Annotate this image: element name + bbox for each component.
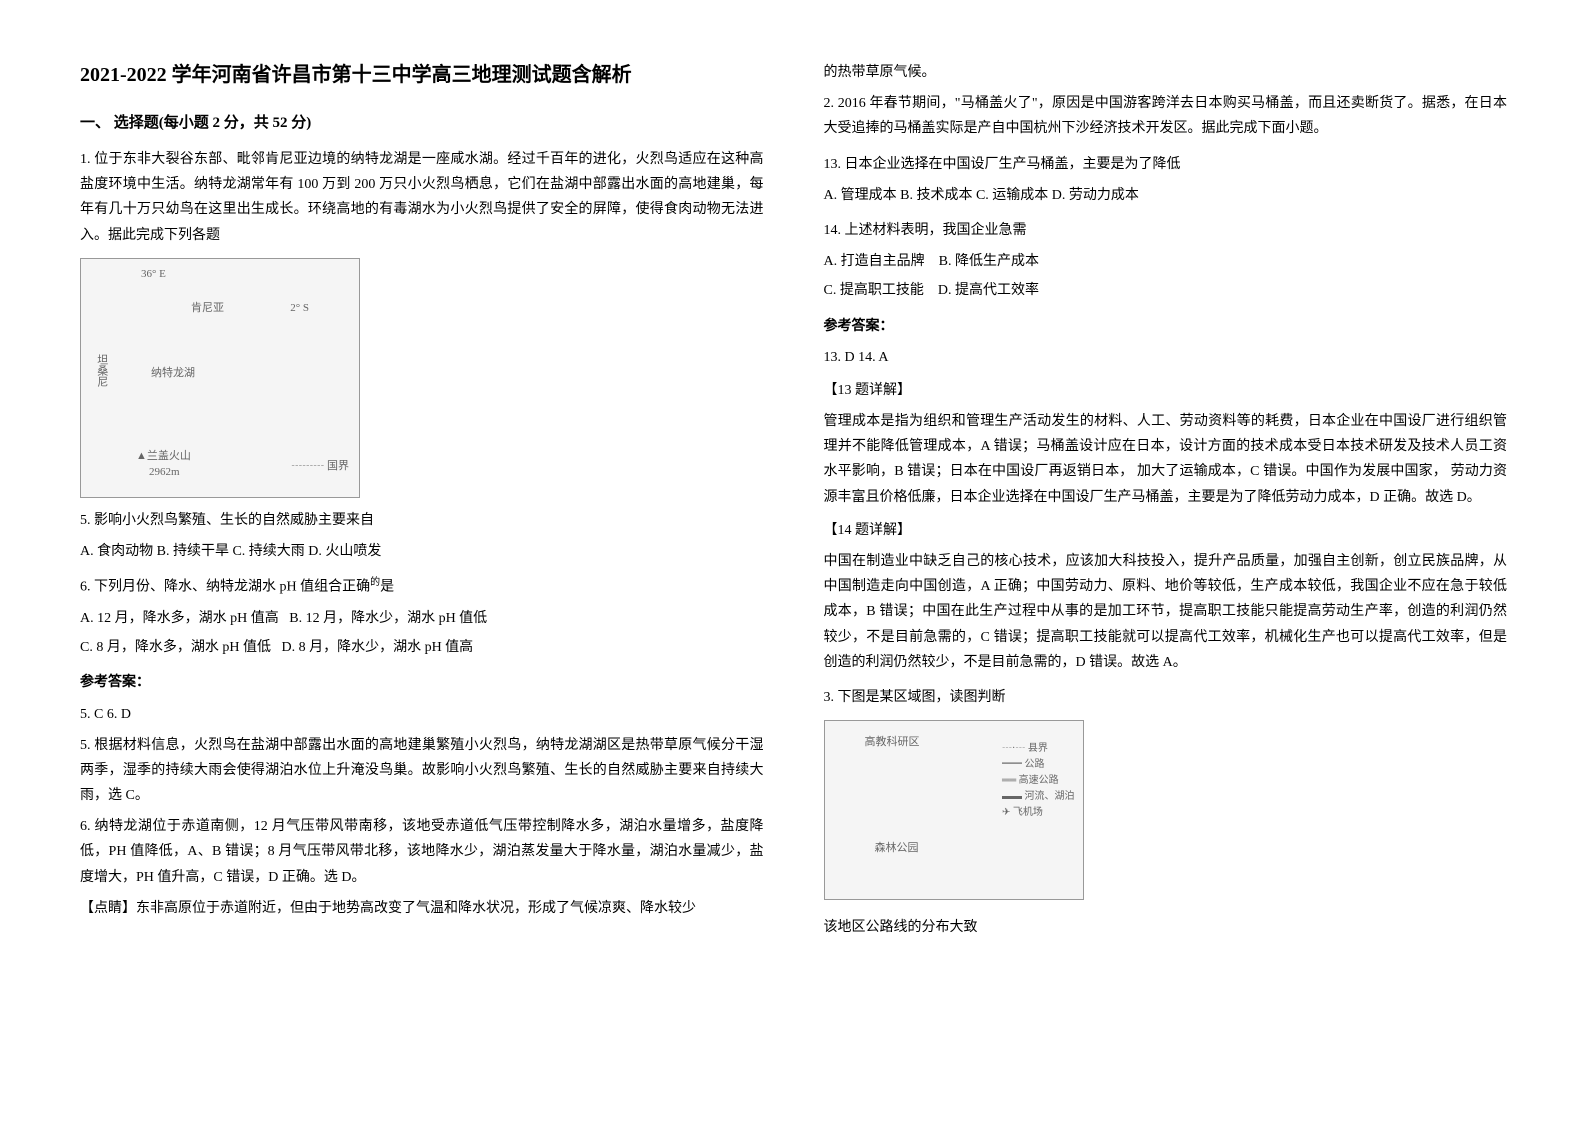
- q14-optD: D. 提高代工效率: [938, 283, 1039, 298]
- q3-bottom: 该地区公路线的分布大致: [824, 915, 1508, 940]
- q6-optA: A. 12 月，降水多，湖水 pH 值高: [80, 611, 279, 626]
- q14-optC: C. 提高职工技能: [824, 283, 924, 298]
- map-legend: ┄┄┄ 国界: [291, 457, 349, 477]
- q1-stem: 1. 位于东非大裂谷东部、毗邻肯尼亚边境的纳特龙湖是一座咸水湖。经过千百年的进化…: [80, 147, 764, 248]
- exp14: 中国在制造业中缺乏自己的核心技术，应该加大科技投入，提升产品质量，加强自主创新，…: [824, 549, 1508, 675]
- q6-line2: C. 8 月，降水多，湖水 pH 值低 D. 8 月，降水少，湖水 pH 值高: [80, 635, 764, 660]
- map-country: 肯尼亚: [191, 299, 224, 319]
- h14: 【14 题详解】: [824, 518, 1508, 543]
- legend-river: ▬▬ 河流、湖泊: [1002, 789, 1075, 805]
- q14-stem: 14. 上述材料表明，我国企业急需: [824, 218, 1508, 243]
- q6-line1: A. 12 月，降水多，湖水 pH 值高 B. 12 月，降水少，湖水 pH 值…: [80, 606, 764, 631]
- map-lake: 纳特龙湖: [151, 364, 195, 384]
- legend-road: ━━ 公路: [1002, 757, 1075, 773]
- map-latitude: 2° S: [290, 299, 309, 319]
- map-tanzania: 坦桑尼: [91, 354, 111, 387]
- exp6: 6. 纳特龙湖位于赤道南侧，12 月气压带风带南移，该地受赤道低气压带控制降水多…: [80, 814, 764, 890]
- q14-line2: C. 提高职工技能 D. 提高代工效率: [824, 278, 1508, 303]
- forest-label: 森林公园: [875, 839, 919, 859]
- q6-optB: B. 12 月，降水少，湖水 pH 值低: [289, 611, 487, 626]
- q14-optB: B. 降低生产成本: [939, 254, 1039, 269]
- q6-stem: 6. 下列月份、降水、纳特龙湖水 pH 值组合正确的是: [80, 574, 764, 600]
- exp5: 5. 根据材料信息，火烈鸟在盐湖中部露出水面的高地建巢繁殖小火烈鸟，纳特龙湖湖区…: [80, 733, 764, 809]
- legend-highway: ══ 高速公路: [1002, 773, 1075, 789]
- q5-options: A. 食肉动物 B. 持续干旱 C. 持续大雨 D. 火山喷发: [80, 539, 764, 564]
- q14-line1: A. 打造自主品牌 B. 降低生产成本: [824, 249, 1508, 274]
- note1: 【点睛】东非高原位于赤道附近，但由于地势高改变了气温和降水状况，形成了气候凉爽、…: [80, 896, 764, 921]
- legend-airport: ✈ 飞机场: [1002, 805, 1075, 821]
- document-title: 2021-2022 学年河南省许昌市第十三中学高三地理测试题含解析: [80, 60, 764, 90]
- map-figure-1: 36° E 2° S 肯尼亚 纳特龙湖 坦桑尼 ▲兰盖火山 2962m ┄┄┄ …: [80, 258, 360, 498]
- q3-stem: 3. 下图是某区域图，读图判断: [824, 685, 1508, 710]
- q13-stem: 13. 日本企业选择在中国设厂生产马桶盖，主要是为了降低: [824, 152, 1508, 177]
- q6-optD: D. 8 月，降水少，湖水 pH 值高: [281, 640, 473, 655]
- answer2-header: 参考答案：: [824, 314, 1508, 339]
- q6-end: 是: [380, 580, 394, 595]
- map-longitude: 36° E: [141, 265, 166, 285]
- q14-optA: A. 打造自主品牌: [824, 254, 925, 269]
- q6-sup: 的: [370, 577, 380, 588]
- page-container: 2021-2022 学年河南省许昌市第十三中学高三地理测试题含解析 一、 选择题…: [80, 60, 1507, 946]
- answer1-header: 参考答案：: [80, 670, 764, 695]
- h13: 【13 题详解】: [824, 378, 1508, 403]
- section-header: 一、 选择题(每小题 2 分，共 52 分): [80, 110, 764, 137]
- map2-legend: ┄·┄ 县界 ━━ 公路 ══ 高速公路 ▬▬ 河流、湖泊 ✈ 飞机场: [1002, 741, 1075, 821]
- hightech-label: 高教科研区: [865, 733, 920, 753]
- answer1-line: 5. C 6. D: [80, 702, 764, 727]
- right-column: 的热带草原气候。 2. 2016 年春节期间，"马桶盖火了"，原因是中国游客跨洋…: [824, 60, 1508, 946]
- q13-options: A. 管理成本 B. 技术成本 C. 运输成本 D. 劳动力成本: [824, 183, 1508, 208]
- map-figure-2: 高教科研区 森林公园 ┄·┄ 县界 ━━ 公路 ══ 高速公路 ▬▬ 河流、湖泊…: [824, 720, 1084, 900]
- col2-top: 的热带草原气候。: [824, 60, 1508, 85]
- legend-boundary: ┄·┄ 县界: [1002, 741, 1075, 757]
- q6-optC: C. 8 月，降水多，湖水 pH 值低: [80, 640, 271, 655]
- q5-stem: 5. 影响小火烈鸟繁殖、生长的自然威胁主要来自: [80, 508, 764, 533]
- q6-prefix: 6. 下列月份、降水、纳特龙湖水 pH 值组合正确: [80, 580, 370, 595]
- left-column: 2021-2022 学年河南省许昌市第十三中学高三地理测试题含解析 一、 选择题…: [80, 60, 764, 946]
- answer2-line: 13. D 14. A: [824, 345, 1508, 370]
- exp13: 管理成本是指为组织和管理生产活动发生的材料、人工、劳动资料等的耗费，日本企业在中…: [824, 409, 1508, 510]
- q2-stem: 2. 2016 年春节期间，"马桶盖火了"，原因是中国游客跨洋去日本购买马桶盖，…: [824, 91, 1508, 141]
- map-elevation: 2962m: [149, 463, 180, 483]
